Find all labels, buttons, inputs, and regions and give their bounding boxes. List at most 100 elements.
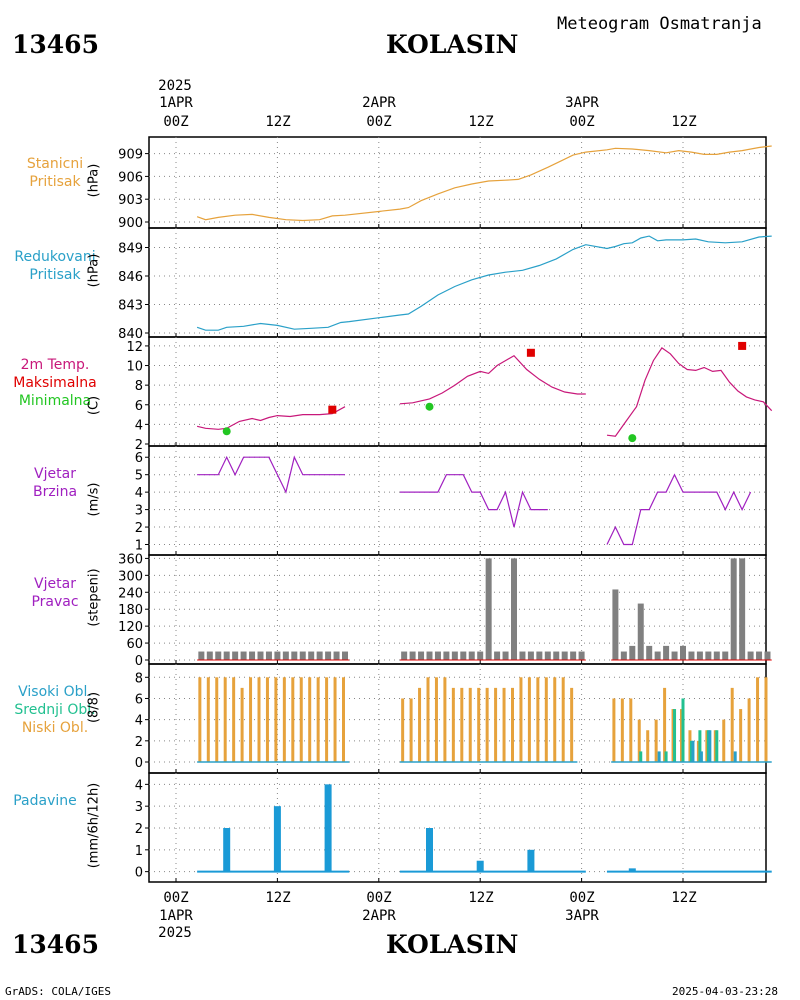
clouds-label-line3: Niski Obl. (21, 720, 89, 736)
panel-5-bar (223, 651, 230, 660)
panel-5-bar (739, 558, 746, 660)
precip-label: Padavine (0, 792, 90, 810)
panel-5-bar (257, 651, 264, 660)
panel-5-bar (722, 651, 729, 660)
panel-3-series-2 (399, 354, 586, 405)
wdir-label-line2: Pravac (31, 594, 79, 610)
top-date-2: 2APR (362, 95, 396, 111)
panel-4-ytick-label: 3 (135, 504, 143, 519)
panel-5-bar (519, 651, 526, 660)
panel-4-ytick-label: 5 (135, 469, 143, 484)
panel-3-ytick-label: 2 (135, 438, 143, 453)
cloud-bar-1 (223, 677, 227, 762)
top-hour-0: 00Z (163, 114, 189, 130)
top-year: 2025 (158, 78, 192, 94)
panel-6-ytick-label: 2 (135, 735, 143, 750)
panel-6-ytick-label: 0 (135, 756, 143, 771)
cloud-bar-1 (451, 687, 455, 762)
bottom-hour-5: 12Z (671, 890, 697, 906)
panel-5-ytick-label: 240 (118, 586, 143, 601)
cloud-bar-1 (265, 677, 269, 762)
panel-5-bar (401, 651, 408, 660)
panel-4-series-1 (197, 455, 345, 494)
wspeed-label-line2: Brzina (32, 484, 78, 500)
cloud-bar-1 (553, 677, 557, 762)
panel-3-ytick-label: 4 (135, 418, 143, 433)
panel-3-series-1 (196, 406, 346, 430)
top-date-0: 1APR (159, 95, 193, 111)
panel-5-bar (696, 651, 703, 660)
cloud-bar-1 (299, 677, 303, 762)
cloud-bar-1 (570, 687, 574, 762)
cloud-bar-2 (715, 730, 719, 762)
panel-5-bar (316, 651, 323, 660)
panel-4-ytick-label: 1 (135, 539, 143, 554)
panel-5-bar (342, 651, 348, 660)
cloud-bar-1 (519, 677, 523, 762)
panel-5-bar (629, 645, 636, 660)
panel-5-bar (409, 651, 416, 660)
panel-5-bar (468, 651, 475, 660)
cloud-bar-2 (698, 730, 702, 762)
panel-5-bar (764, 651, 771, 660)
panel-7-ytick-label: 1 (135, 844, 143, 859)
cloud-bar-1 (240, 687, 244, 762)
panel-5-bar (443, 651, 450, 660)
panel-5-bar (434, 651, 441, 660)
temp-min-marker (222, 427, 231, 436)
panel-4-series-3 (606, 473, 752, 546)
panel-5-ytick-label: 60 (126, 637, 143, 652)
panel-3-ytick-label: 8 (135, 379, 143, 394)
panel-5-bar (206, 651, 213, 660)
cloud-bar-1 (485, 687, 489, 762)
temp-max-marker (526, 348, 535, 357)
cloud-bar-1 (612, 698, 616, 762)
cloud-bar-1 (620, 698, 624, 762)
pressure-label-line1: Stanicni (26, 156, 84, 172)
cloud-bar-1 (468, 687, 472, 762)
panel-1-ytick-label: 903 (118, 193, 143, 208)
panel-5-bar (511, 558, 517, 660)
footer-credit: GrADS: COLA/IGES (5, 985, 111, 998)
panel-2-ytick-label: 843 (118, 299, 143, 314)
panel-3-series-3 (606, 347, 773, 437)
cloud-bar-1 (730, 687, 734, 762)
panel-5-bar (688, 651, 695, 660)
panel-7-bar (476, 860, 484, 872)
top-hour-2: 00Z (366, 114, 392, 130)
cloud-bar-1 (274, 677, 278, 762)
cloud-bar-1 (333, 677, 337, 762)
panel-4-ytick-label: 4 (135, 486, 143, 501)
cloud-bar-3 (733, 751, 737, 762)
reduced-label-line2: Pritisak (29, 267, 81, 283)
panel-1-series-1 (196, 145, 772, 222)
bottom-year: 2025 (158, 925, 192, 941)
temp-min-marker (425, 402, 434, 411)
panel-1-ytick-label: 906 (118, 170, 143, 185)
cloud-bar-2 (664, 751, 668, 762)
panel-7-bar (527, 849, 535, 872)
panel-5-bar (637, 603, 644, 660)
bottom-date-0: 1APR (159, 908, 193, 924)
cloud-bar-1 (511, 687, 514, 762)
panel-5-ytick-label: 0 (135, 654, 143, 669)
panel-5-bar (578, 651, 585, 660)
pressure-label-line2: Pritisak (29, 174, 81, 190)
cloud-bar-1 (646, 730, 650, 762)
bottom-hour-2: 00Z (366, 890, 392, 906)
panel-5-bar (426, 651, 433, 660)
panel-7-bar (628, 868, 636, 872)
panel-1-ytick-label: 909 (118, 148, 143, 163)
panel-5-ytick-label: 300 (118, 569, 143, 584)
panel-5-bar (747, 651, 754, 660)
panel-5-ytick-label: 120 (118, 620, 143, 635)
cloud-bar-1 (282, 677, 286, 762)
panel-7-bar (273, 806, 281, 872)
panel-5-bar (654, 651, 661, 660)
cloud-bar-1 (527, 677, 531, 762)
cloud-bar-2 (681, 698, 685, 762)
cloud-bar-1 (342, 677, 345, 762)
panel-6-ytick-label: 4 (135, 714, 143, 729)
station-id: 13465 (12, 30, 99, 59)
panel-5-ytick-label: 360 (118, 552, 143, 567)
